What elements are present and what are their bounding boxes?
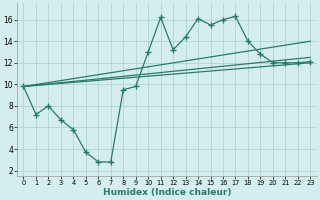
X-axis label: Humidex (Indice chaleur): Humidex (Indice chaleur) [103, 188, 231, 197]
